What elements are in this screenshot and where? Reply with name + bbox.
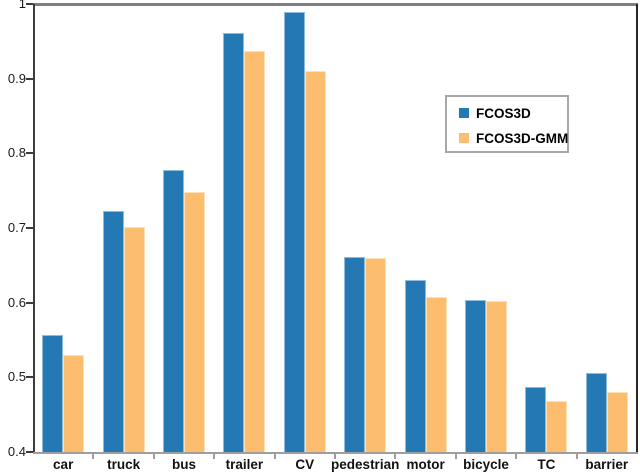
x-tick-label-motor: motor [406,457,445,472]
y-tick-mark-0.5 [26,376,33,379]
bar-fcos3d-TC [525,387,547,452]
bar-fcos3d-pedestrian [344,257,366,452]
x-boundary-tick [334,452,336,459]
y-tick-mark-0.6 [26,301,33,304]
x-boundary-tick [152,452,155,459]
y-tick-label: 0.9 [7,70,26,86]
bar-fcos3d-gmm-bicycle [486,301,507,452]
bar-fcos3d-gmm-car [63,354,85,452]
bar-fcos3d-gmm-truck [123,226,145,452]
legend-label: FCOS3D [476,105,531,121]
legend-swatch-blue [459,108,469,118]
bar-fcos3d-gmm-CV [304,71,326,452]
bar-fcos3d-barrier [585,372,607,452]
plot-area [33,4,637,452]
bar-fcos3d-gmm-bus [184,192,205,452]
y-tick-label: 0.7 [7,220,26,235]
legend-item-fcos3d: FCOS3D [459,104,567,122]
x-boundary-tick [213,452,216,459]
x-tick-label-bicycle: bicycle [463,457,509,472]
y-tick-label: 0.5 [7,369,26,385]
bar-fcos3d-gmm-TC [546,400,568,452]
legend-item-fcos3d-gmm: FCOS3D-GMM [459,129,569,147]
x-tick-label-barrier: barrier [585,457,629,472]
x-tick-label-bus: bus [171,457,196,472]
legend: FCOS3D FCOS3D-GMM [445,95,569,153]
bar-fcos3d-trailer [223,33,245,452]
bar-fcos3d-gmm-motor [425,296,447,452]
y-tick-mark-0.8 [26,152,33,155]
bar-fcos3d-gmm-pedestrian [365,257,387,452]
y-tick-label: 1 [18,0,26,11]
x-boundary-tick [515,452,518,459]
x-tick-label-trailer: trailer [225,457,264,472]
y-tick-mark-1 [26,3,33,5]
x-boundary-tick [273,452,276,459]
bar-fcos3d-motor [404,280,426,452]
bar-fcos3d-car [42,334,64,452]
y-tick-mark-0.4 [26,451,33,453]
bar-fcos3d-bus [163,169,184,452]
y-tick-label: 0.8 [7,145,26,161]
right-border-line [636,4,638,454]
y-tick-label: 0.4 [7,444,26,459]
legend-label: FCOS3D-GMM [476,130,569,146]
x-boundary-tick [394,452,397,459]
y-tick-label: 0.6 [7,294,26,310]
x-tick-label-CV: CV [295,457,315,472]
bar-fcos3d-gmm-trailer [244,51,266,452]
bar-fcos3d-gmm-barrier [606,392,628,452]
y-tick-mark-0.7 [26,227,33,229]
x-boundary-tick [575,452,578,459]
x-boundary-tick [454,452,457,459]
x-tick-label-TC: TC [537,457,556,472]
bar-fcos3d-CV [283,11,305,452]
x-tick-label-car: car [53,457,74,472]
top-axis-line [33,3,638,6]
x-tick-label-truck: truck [107,457,141,472]
bar-fcos3d-truck [102,210,124,452]
y-axis-line [33,4,35,454]
x-boundary-tick [92,452,95,459]
x-tick-label-pedestrian: pedestrian [331,457,400,472]
y-tick-mark-0.9 [26,77,33,80]
bar-fcos3d-bicycle [465,299,486,452]
legend-swatch-orange [459,133,469,143]
